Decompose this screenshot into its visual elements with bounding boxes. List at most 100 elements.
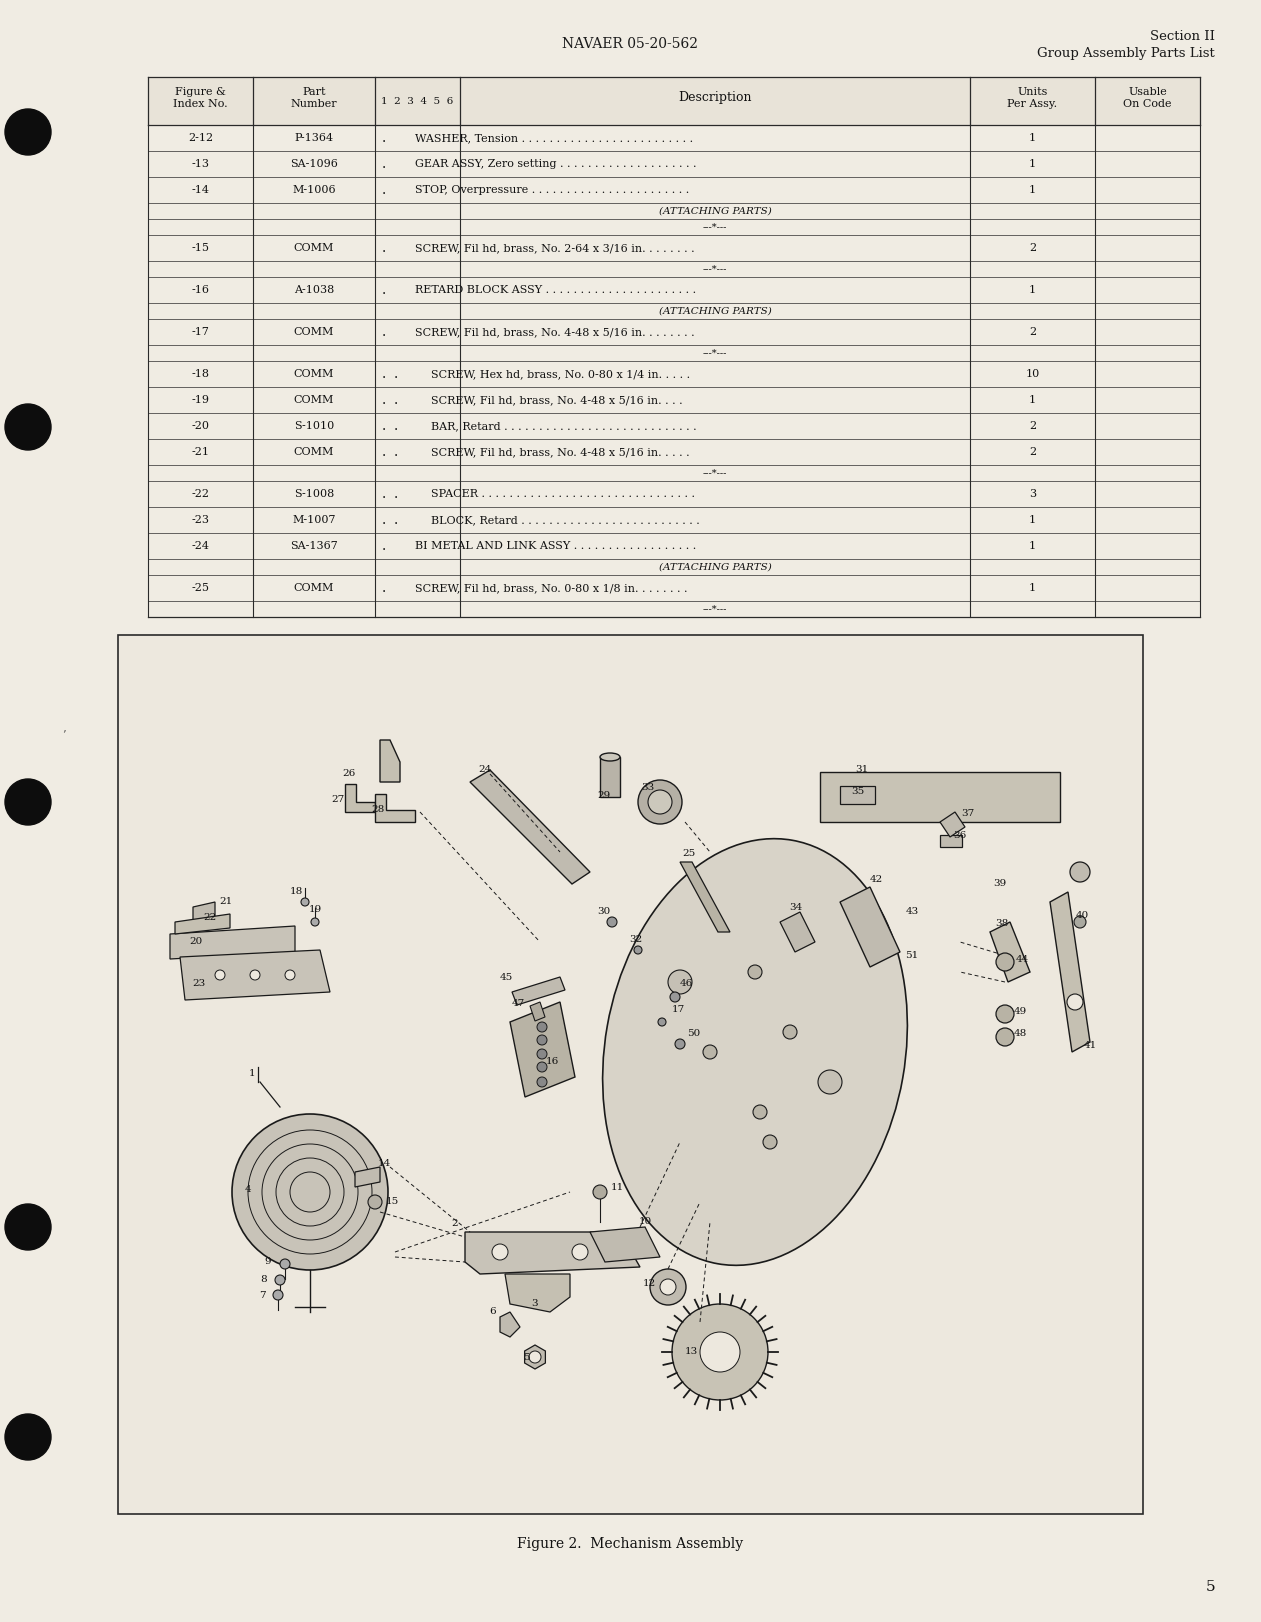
Text: 51: 51 [905,952,918,960]
Text: 1: 1 [1029,542,1037,551]
Text: .: . [382,282,386,297]
Text: 22: 22 [203,913,217,923]
Circle shape [748,965,762,980]
Ellipse shape [603,839,908,1265]
Circle shape [818,1071,842,1093]
Text: 38: 38 [995,920,1009,928]
Text: Section II: Section II [1150,29,1216,44]
Text: .: . [382,157,386,170]
Polygon shape [1050,892,1090,1053]
Text: 5: 5 [523,1353,530,1362]
Text: 1: 1 [248,1069,255,1079]
Text: 29: 29 [598,792,610,801]
Text: 1: 1 [1029,159,1037,169]
Text: Figure &
Index No.: Figure & Index No. [173,88,228,109]
Text: .: . [382,581,386,595]
Text: .: . [382,183,386,196]
Text: S-1010: S-1010 [294,422,334,431]
Text: WASHER, Tension . . . . . . . . . . . . . . . . . . . . . . . . .: WASHER, Tension . . . . . . . . . . . . … [415,133,694,143]
Circle shape [672,1304,768,1400]
Text: RETARD BLOCK ASSY . . . . . . . . . . . . . . . . . . . . . .: RETARD BLOCK ASSY . . . . . . . . . . . … [415,285,696,295]
Circle shape [492,1244,508,1260]
Text: -23: -23 [192,516,209,526]
Circle shape [250,970,260,980]
Text: -17: -17 [192,328,209,337]
Circle shape [5,1414,50,1460]
Polygon shape [820,772,1061,822]
Text: ---*---: ---*--- [702,264,728,274]
Polygon shape [465,1233,641,1273]
Text: 2: 2 [451,1220,458,1228]
Text: 43: 43 [905,907,918,916]
Text: BLOCK, Retard . . . . . . . . . . . . . . . . . . . . . . . . . .: BLOCK, Retard . . . . . . . . . . . . . … [431,516,700,526]
Text: 50: 50 [687,1030,701,1038]
Circle shape [763,1135,777,1148]
Text: .: . [393,393,398,407]
Text: SCREW, Fil hd, brass, No. 2-64 x 3/16 in. . . . . . . .: SCREW, Fil hd, brass, No. 2-64 x 3/16 in… [415,243,695,253]
Text: Description: Description [678,91,752,104]
Text: 9: 9 [265,1257,271,1267]
Text: 13: 13 [685,1348,697,1356]
Text: 21: 21 [219,897,232,907]
Text: 35: 35 [851,788,865,796]
Text: 4: 4 [245,1186,251,1194]
Circle shape [783,1025,797,1040]
Circle shape [700,1332,740,1372]
Text: STOP, Overpressure . . . . . . . . . . . . . . . . . . . . . . .: STOP, Overpressure . . . . . . . . . . .… [415,185,690,195]
Text: (ATTACHING PARTS): (ATTACHING PARTS) [658,307,772,316]
Text: .: . [393,487,398,501]
Text: 24: 24 [478,766,492,774]
Text: 10: 10 [638,1218,652,1226]
Text: 7: 7 [259,1291,265,1301]
Text: SA-1367: SA-1367 [290,542,338,551]
Polygon shape [530,1002,545,1020]
Text: 2: 2 [1029,422,1037,431]
Polygon shape [680,861,730,933]
Circle shape [572,1244,588,1260]
Text: 42: 42 [869,876,883,884]
Circle shape [301,899,309,907]
Polygon shape [180,950,330,1001]
Circle shape [537,1077,547,1087]
Text: BAR, Retard . . . . . . . . . . . . . . . . . . . . . . . . . . . .: BAR, Retard . . . . . . . . . . . . . . … [431,422,696,431]
Text: ---*---: ---*--- [702,349,728,357]
Circle shape [232,1114,388,1270]
Text: ---*---: ---*--- [702,605,728,613]
Polygon shape [509,1002,575,1096]
Text: -19: -19 [192,396,209,406]
Text: 14: 14 [377,1160,391,1168]
Text: 45: 45 [499,973,513,981]
Text: -13: -13 [192,159,209,169]
Text: 33: 33 [642,783,654,793]
Text: 32: 32 [629,936,643,944]
Circle shape [530,1351,541,1362]
Text: M-1006: M-1006 [293,185,335,195]
Text: 1: 1 [1029,516,1037,526]
Text: P-1364: P-1364 [294,133,334,143]
Text: 31: 31 [855,766,869,774]
Text: S-1008: S-1008 [294,488,334,500]
Circle shape [658,1019,666,1027]
Text: 11: 11 [610,1182,624,1192]
Circle shape [1074,916,1086,928]
Text: SCREW, Fil hd, brass, No. 4-48 x 5/16 in. . . . .: SCREW, Fil hd, brass, No. 4-48 x 5/16 in… [431,448,690,457]
Circle shape [5,109,50,156]
Circle shape [593,1186,607,1199]
Circle shape [311,918,319,926]
Text: (ATTACHING PARTS): (ATTACHING PARTS) [658,563,772,571]
Circle shape [537,1022,547,1032]
Text: SCREW, Hex hd, brass, No. 0-80 x 1/4 in. . . . .: SCREW, Hex hd, brass, No. 0-80 x 1/4 in.… [431,368,690,380]
Polygon shape [175,915,230,934]
Polygon shape [375,795,415,822]
Text: -25: -25 [192,582,209,594]
Circle shape [648,790,672,814]
Text: Figure 2.  Mechanism Assembly: Figure 2. Mechanism Assembly [517,1538,743,1551]
Text: 30: 30 [598,907,610,916]
Text: COMM: COMM [294,396,334,406]
Text: 3: 3 [532,1299,538,1309]
Circle shape [670,993,680,1002]
Text: 37: 37 [961,809,975,819]
Circle shape [5,779,50,826]
Polygon shape [781,912,815,952]
Text: COMM: COMM [294,448,334,457]
